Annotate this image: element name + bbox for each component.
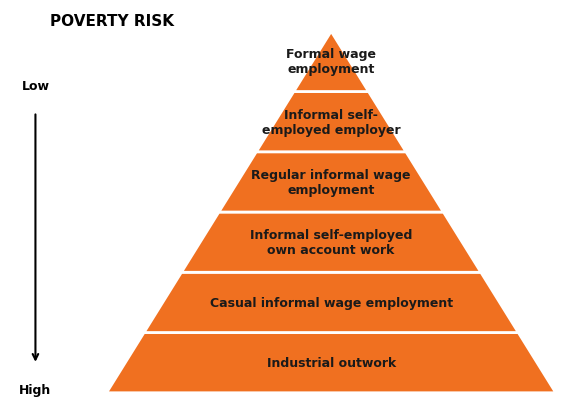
Polygon shape (144, 273, 518, 333)
Polygon shape (219, 153, 444, 213)
Text: Informal self-employed
own account work: Informal self-employed own account work (250, 229, 413, 256)
Polygon shape (294, 32, 369, 92)
Polygon shape (181, 213, 481, 273)
Text: High: High (19, 383, 51, 396)
Polygon shape (256, 92, 406, 153)
Text: POVERTY RISK: POVERTY RISK (50, 14, 174, 29)
Polygon shape (107, 333, 556, 393)
Text: Formal wage
employment: Formal wage employment (286, 48, 376, 76)
Text: Regular informal wage
employment: Regular informal wage employment (252, 169, 411, 196)
Text: Casual informal wage employment: Casual informal wage employment (209, 296, 453, 309)
Text: Low: Low (21, 79, 50, 92)
Text: Informal self-
employed employer: Informal self- employed employer (262, 108, 400, 136)
Text: Industrial outwork: Industrial outwork (267, 356, 396, 369)
